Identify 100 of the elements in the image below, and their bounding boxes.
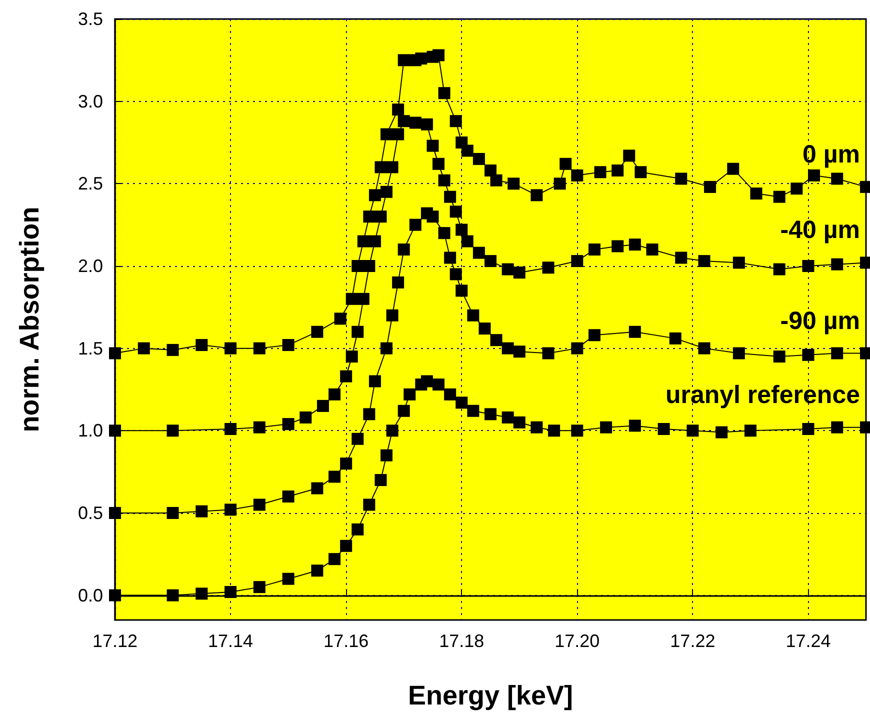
point	[398, 404, 410, 417]
point	[138, 342, 150, 354]
point	[444, 190, 456, 203]
point	[328, 388, 341, 400]
x-tick-label: 17.12	[92, 631, 138, 651]
point	[450, 115, 462, 128]
point	[472, 152, 485, 165]
x-tick-label: 17.14	[208, 631, 254, 651]
point	[802, 260, 814, 272]
y-tick-label: 2.5	[78, 174, 103, 194]
point	[628, 326, 641, 338]
point	[732, 256, 745, 269]
point	[773, 350, 786, 363]
point	[282, 572, 294, 585]
point	[386, 161, 398, 174]
point	[588, 329, 600, 342]
point	[253, 498, 266, 511]
point	[698, 255, 710, 268]
point	[392, 276, 404, 288]
point	[334, 312, 346, 325]
point	[374, 210, 387, 223]
point	[357, 292, 370, 305]
point	[571, 169, 584, 182]
point	[478, 322, 491, 335]
point	[398, 244, 410, 256]
point	[253, 421, 266, 434]
point	[686, 424, 699, 437]
point	[472, 246, 485, 259]
point	[426, 210, 439, 223]
point	[600, 421, 612, 434]
point	[484, 255, 496, 268]
point	[109, 347, 121, 360]
point	[368, 189, 381, 202]
point	[368, 235, 381, 248]
point	[513, 266, 526, 279]
point	[490, 334, 502, 346]
point	[542, 262, 554, 274]
point	[530, 421, 543, 434]
point	[467, 404, 480, 417]
point	[409, 116, 422, 129]
point	[571, 424, 584, 437]
y-tick-label: 1.5	[78, 338, 103, 358]
point	[352, 326, 364, 338]
point	[368, 375, 381, 388]
point	[461, 144, 474, 157]
point	[409, 218, 422, 231]
point	[328, 553, 341, 566]
point	[571, 342, 584, 354]
point	[420, 118, 433, 130]
point	[432, 158, 445, 170]
point	[698, 342, 710, 354]
point	[392, 128, 404, 140]
point	[646, 244, 658, 256]
point	[352, 260, 364, 272]
point	[444, 252, 456, 264]
point	[831, 172, 844, 185]
x-tick-label: 17.24	[786, 631, 831, 651]
series-label: -40 µm	[780, 216, 860, 244]
point	[398, 54, 410, 66]
point	[530, 189, 543, 202]
point	[750, 188, 762, 200]
point	[831, 258, 844, 270]
point	[224, 422, 237, 435]
point	[109, 506, 121, 519]
x-tick-label: 17.20	[554, 631, 600, 651]
point	[438, 174, 450, 186]
point	[426, 140, 439, 152]
point	[415, 52, 428, 65]
point	[357, 235, 370, 248]
point	[432, 378, 445, 391]
point	[328, 470, 341, 483]
point	[380, 128, 393, 140]
point	[224, 504, 237, 516]
y-tick-label: 0.0	[78, 585, 103, 606]
point	[508, 178, 520, 190]
point	[831, 347, 844, 360]
point	[675, 252, 688, 264]
point	[628, 238, 641, 251]
point	[316, 400, 329, 412]
point	[773, 190, 786, 203]
point	[340, 370, 352, 382]
point	[196, 339, 208, 352]
point	[398, 115, 410, 128]
point	[560, 158, 572, 170]
point	[467, 309, 480, 322]
y-tick-label: 0.5	[78, 502, 103, 523]
point	[166, 344, 179, 356]
point	[456, 284, 468, 297]
point	[444, 388, 456, 400]
point	[502, 411, 514, 424]
point	[548, 424, 560, 437]
point	[744, 424, 756, 437]
point	[253, 342, 266, 354]
y-tick-label: 3.0	[78, 91, 103, 112]
point	[196, 588, 208, 600]
point	[166, 424, 179, 437]
point	[300, 411, 312, 424]
point	[380, 342, 393, 354]
y-tick-label: 1.0	[78, 420, 103, 441]
point	[311, 564, 324, 577]
